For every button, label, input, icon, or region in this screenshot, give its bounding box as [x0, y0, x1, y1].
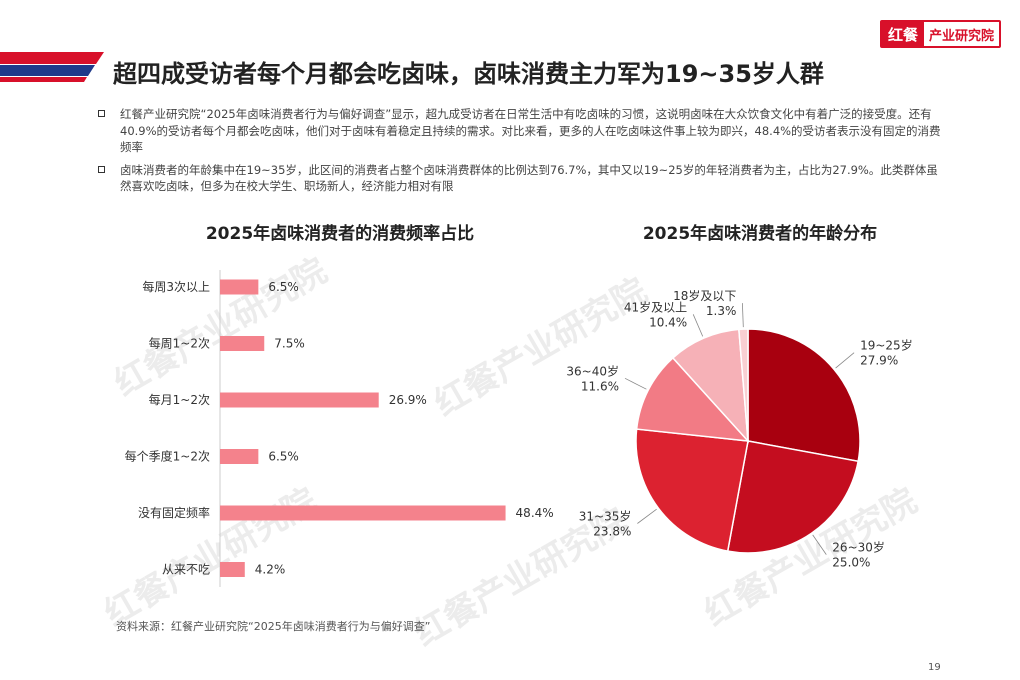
bullet-item: 红餐产业研究院“2025年卤味消费者行为与偏好调查”显示，超九成受访者在日常生活… [96, 106, 941, 156]
slice-value: 1.3% [706, 304, 737, 318]
category-label: 没有固定频率 [138, 505, 210, 520]
slice-label: 26~30岁 [832, 540, 885, 555]
category-label: 每月1~2次 [149, 392, 210, 407]
slice-label: 31~35岁 [579, 509, 632, 524]
page-number: 19 [928, 662, 941, 673]
pie-slice [671, 328, 749, 444]
category-label: 每个季度1~2次 [125, 449, 210, 464]
category-label: 每周3次以上 [142, 279, 210, 294]
bar [220, 562, 245, 577]
value-label: 6.5% [268, 450, 299, 464]
pie-slice [747, 328, 861, 463]
bar-chart-title: 2025年卤味消费者的消费频率占比 [205, 224, 475, 244]
value-label: 26.9% [389, 393, 427, 407]
bar [220, 392, 379, 408]
slice-value: 25.0% [832, 556, 870, 570]
value-label: 4.2% [255, 563, 286, 577]
square-bullet-icon [98, 165, 105, 173]
bar [220, 279, 259, 295]
bar [220, 449, 259, 464]
slice-label: 36~40岁 [566, 363, 619, 378]
leader-line [692, 314, 704, 337]
logo-mark: 红餐 [882, 22, 925, 46]
bullet-text: 卤味消费者的年龄集中在19~35岁，此区间的消费者占整个卤味消费群体的比例达到7… [120, 162, 938, 194]
leader-line [835, 352, 855, 369]
bar [220, 505, 506, 521]
leader-line [637, 508, 657, 524]
bullet-list: 红餐产业研究院“2025年卤味消费者行为与偏好调查”显示，超九成受访者在日常生活… [96, 106, 941, 201]
source-note: 资料来源：红餐产业研究院“2025年卤味消费者行为与偏好调查” [116, 620, 431, 633]
value-label: 7.5% [274, 337, 305, 351]
category-label: 从来不吃 [162, 563, 210, 577]
pie-slice [738, 328, 749, 442]
slice-value: 23.8% [593, 525, 631, 539]
page-title: 超四成受访者每个月都会吃卤味，卤味消费主力军为19~35岁人群 [113, 60, 824, 88]
value-label: 6.5% [268, 280, 299, 294]
leader-line [624, 377, 647, 390]
slice-value: 11.6% [581, 379, 619, 393]
bar [220, 336, 265, 351]
pie-slice [635, 428, 749, 553]
slice-value: 10.4% [649, 315, 687, 329]
pie-slice [726, 440, 860, 554]
slice-label: 19~25岁 [860, 338, 913, 353]
brand-logo: 红餐 产业研究院 [880, 20, 1002, 48]
header-accent-bar [0, 52, 104, 82]
category-label: 每周1~2次 [149, 336, 210, 351]
age-pie-chart: 19~25岁27.9%26~30岁25.0%31~35岁23.8%36~40岁1… [566, 290, 913, 570]
pie-slice [635, 356, 750, 442]
slice-label: 18岁及以下 [673, 290, 736, 303]
bullet-item: 卤味消费者的年龄集中在19~35岁，此区间的消费者占整个卤味消费群体的比例达到7… [96, 162, 941, 195]
bullet-text: 红餐产业研究院“2025年卤味消费者行为与偏好调查”显示，超九成受访者在日常生活… [120, 107, 941, 154]
logo-text: 产业研究院 [924, 22, 1000, 46]
leader-line [812, 534, 827, 555]
value-label: 48.4% [516, 506, 554, 520]
pie-chart-title: 2025年卤味消费者的年龄分布 [642, 224, 878, 244]
slice-label: 41岁及以上 [624, 299, 687, 314]
frequency-bar-chart: 每周3次以上 6.5% 每周1~2次 7.5% 每月1~2次 26.9% 每个季度1~2次 6… [125, 270, 554, 587]
slice-value: 27.9% [860, 354, 898, 368]
leader-line [742, 303, 744, 328]
square-bullet-icon [98, 110, 105, 117]
